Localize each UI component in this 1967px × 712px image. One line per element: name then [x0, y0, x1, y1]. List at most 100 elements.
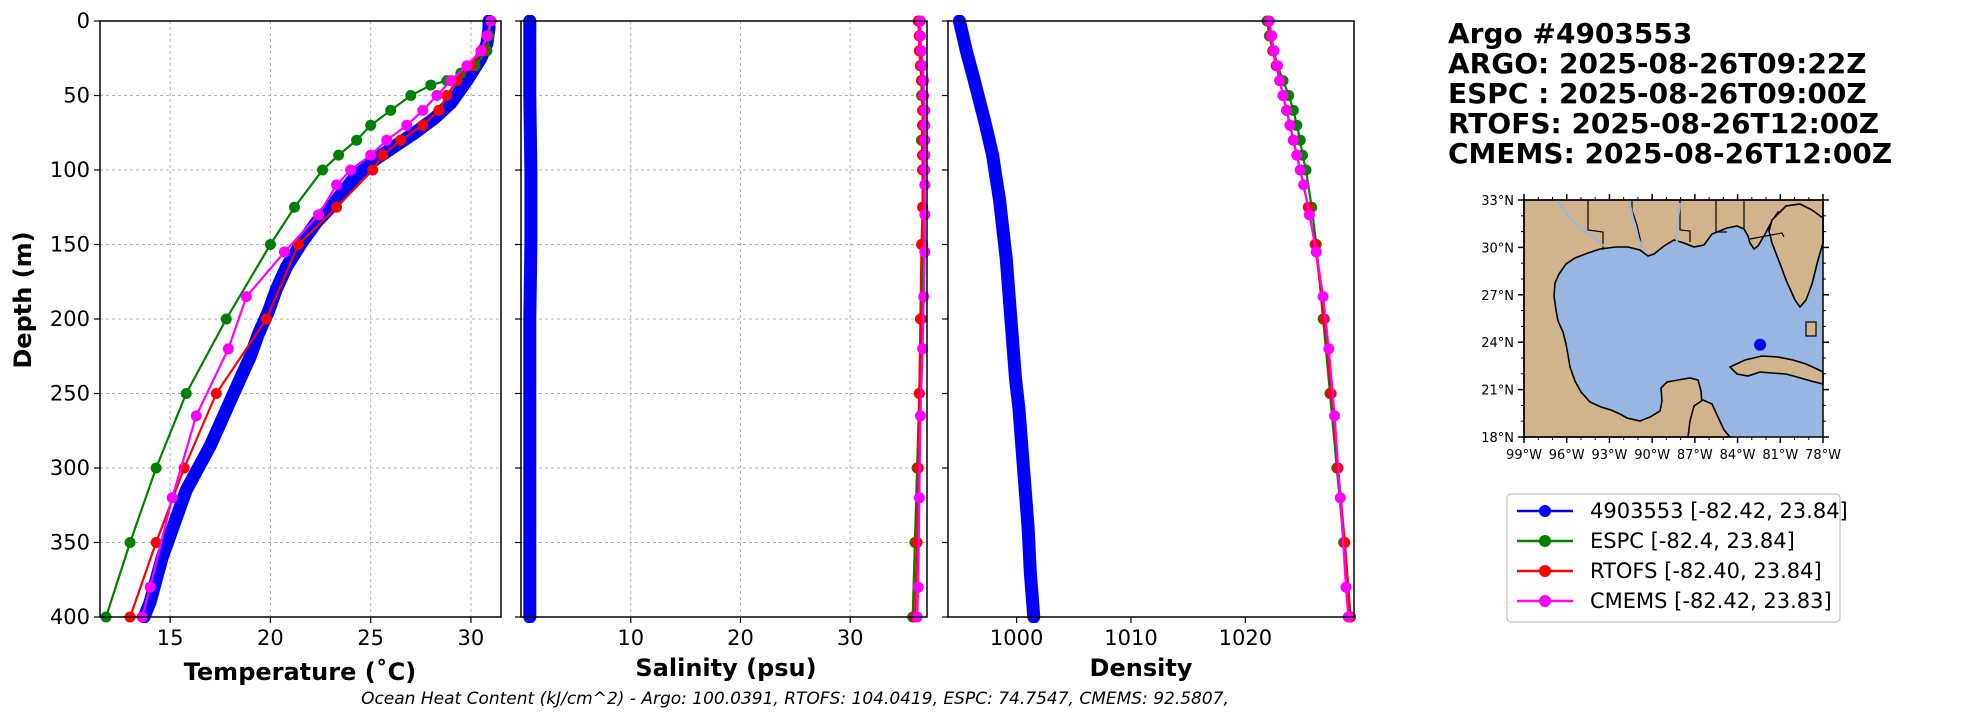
map-lon-label: 81°W — [1762, 448, 1798, 463]
legend-swatch-marker — [1539, 565, 1551, 577]
salinity-panel: 10 20 30 — [515, 15, 931, 650]
map-lon-label: 93°W — [1591, 448, 1627, 463]
salinity-series-cmems-point — [914, 410, 926, 422]
salinity-series-cmems-point — [919, 104, 931, 116]
salinity-x-tick-label: 30 — [837, 626, 864, 650]
temperature-y-tick-label: 400 — [50, 605, 90, 629]
density-series-rtofs-point — [1318, 313, 1330, 325]
map-land-bahamas — [1805, 321, 1817, 337]
temperature-series-cmems-point — [475, 45, 487, 57]
temperature-series-rtofs-point — [150, 537, 162, 548]
info-cmems-time: CMEMS: 2025-08-26T12:00Z — [1448, 137, 1892, 170]
temperature-series-rtofs-point — [331, 201, 343, 213]
map-lat-label: 21°N — [1481, 384, 1514, 399]
info-title: Argo #4903553 — [1448, 17, 1692, 50]
temperature-series-cmems-point — [381, 134, 393, 146]
density-panel: 1000 1010 1020 — [942, 15, 1357, 650]
legend-frame — [1506, 493, 1841, 623]
temperature-series-cmems-point — [278, 246, 290, 258]
temperature-series-espc-point — [405, 90, 417, 101]
salinity-series-cmems-point — [914, 30, 926, 42]
map-rivers — [1556, 199, 1681, 254]
temperature-x-tick-label: 15 — [157, 626, 184, 650]
temperature-series-espc-point — [317, 164, 329, 176]
salinity-series-group — [523, 15, 931, 623]
temperature-y-tick-label: 0 — [77, 9, 90, 33]
salinity-series-cmems-point — [916, 45, 928, 57]
salinity-series-cmems-point — [919, 209, 931, 221]
temperature-y-tick-label: 350 — [50, 531, 90, 555]
temperature-series-espc-point — [180, 388, 192, 399]
map-land-us — [1523, 199, 1824, 438]
info-block: Argo #4903553 ARGO: 2025-08-26T09:22Z ES… — [1448, 17, 1892, 170]
temperature-series-cmems-point — [417, 104, 429, 116]
float-location-marker — [1754, 338, 1767, 351]
map-land-florida — [1768, 203, 1824, 309]
density-series-cmems-point — [1334, 492, 1346, 504]
density-series-cmems-point — [1340, 581, 1352, 593]
temperature-series-rtofs-point — [377, 149, 389, 161]
salinity-series-rtofs-point — [913, 388, 925, 399]
density-series-cmems-point — [1266, 30, 1278, 42]
salinity-series-rtofs-point — [912, 462, 924, 474]
density-series-rtofs-point — [1339, 537, 1351, 548]
density-series-cmems-point — [1303, 209, 1315, 221]
density-series-cmems-point — [1291, 149, 1303, 161]
legend-label: RTOFS [-82.40, 23.84] — [1590, 559, 1822, 583]
map-ticks: 33°N 30°N 27°N 24°N 21°N 18°N 99°W 96°W 93°W 90°W… — [1481, 194, 1841, 463]
legend-swatch-marker — [1539, 595, 1551, 607]
salinity-series-4903553-line — [523, 15, 538, 623]
temperature-y-tick-label: 50 — [63, 84, 90, 108]
density-x-label: Density — [1090, 654, 1193, 682]
map-lat-label: 33°N — [1481, 194, 1514, 209]
salinity-x-tick-label: 20 — [727, 626, 754, 650]
temperature-x-tick-label: 25 — [357, 626, 384, 650]
temperature-series-rtofs-point — [210, 388, 222, 399]
info-argo-time: ARGO: 2025-08-26T09:22Z — [1448, 47, 1867, 80]
temperature-series-cmems-point — [345, 164, 357, 176]
density-x-tick-label: 1010 — [1104, 626, 1157, 650]
temperature-series-rtofs-point — [367, 164, 379, 176]
map-lon-label: 96°W — [1549, 448, 1585, 463]
temperature-y-tick-label: 300 — [50, 456, 90, 480]
density-series-cmems-point — [1329, 410, 1341, 422]
ohc-footer: Ocean Heat Content (kJ/cm^2) - Argo: 100… — [361, 689, 1229, 709]
legend-label: 4903553 [-82.42, 23.84] — [1590, 499, 1848, 523]
map-lat-label: 24°N — [1481, 336, 1514, 351]
info-espc-time: ESPC : 2025-08-26T09:00Z — [1448, 77, 1867, 110]
salinity-series-cmems-point — [919, 119, 931, 131]
temperature-series-espc-point — [425, 79, 437, 91]
density-series-rtofs-point — [1325, 388, 1337, 399]
salinity-series-cmems-point — [919, 164, 931, 176]
temperature-series-4903553-line — [137, 15, 496, 623]
density-series-cmems-point — [1310, 246, 1322, 258]
map-lat-label: 18°N — [1481, 431, 1514, 446]
salinity-series-cmems-point — [919, 179, 931, 191]
legend: 4903553 [-82.42, 23.84] ESPC [-82.4, 23.8… — [1506, 493, 1848, 623]
legend-label: CMEMS [-82.42, 23.83] — [1590, 589, 1832, 613]
map-borders — [1587, 200, 1785, 250]
temperature-series-espc-point — [264, 239, 276, 250]
temperature-x-tick-label: 20 — [257, 626, 284, 650]
temperature-series-espc-point — [288, 201, 300, 213]
salinity-series-cmems-point — [919, 149, 931, 161]
density-series-cmems-point — [1323, 343, 1335, 355]
salinity-series-cmems-point — [919, 246, 931, 258]
salinity-series-cmems-point — [919, 134, 931, 146]
legend-entry: CMEMS [-82.42, 23.83] — [1517, 589, 1832, 613]
temperature-series-espc-point — [351, 134, 363, 146]
density-series-group — [952, 15, 1357, 623]
density-x-tick-label: 1000 — [990, 626, 1043, 650]
legend-swatch-marker — [1539, 505, 1551, 517]
temperature-series-cmems-point — [401, 119, 413, 131]
temperature-series-espc-point — [220, 313, 232, 325]
map-lon-label: 87°W — [1677, 448, 1713, 463]
temperature-series-cmems-point — [144, 581, 156, 593]
salinity-series-cmems-point — [912, 581, 924, 593]
temperature-series-group — [100, 15, 497, 623]
salinity-series-cmems-point — [913, 492, 925, 504]
temperature-x-tick-label: 30 — [458, 626, 485, 650]
map-lon-label: 84°W — [1720, 448, 1756, 463]
